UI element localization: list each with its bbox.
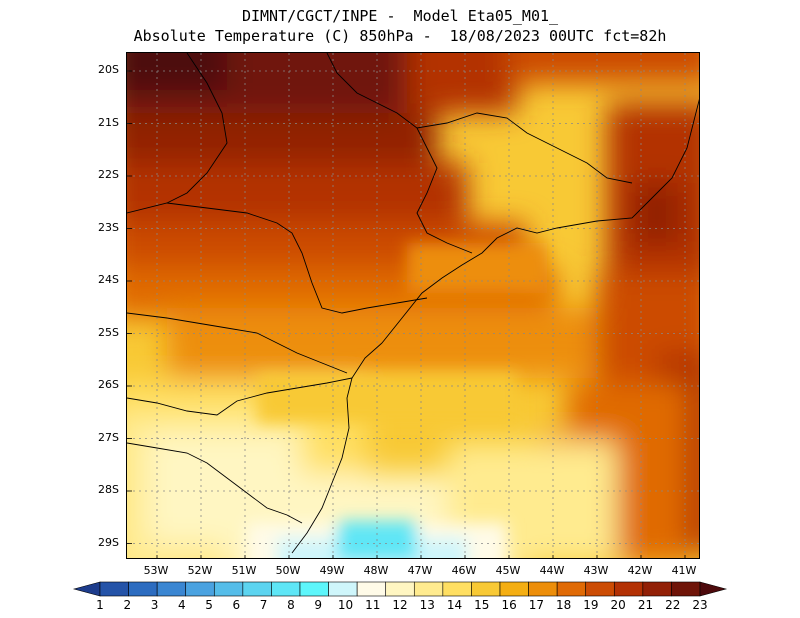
legend-label: 4 xyxy=(177,598,186,612)
color-legend-bar xyxy=(72,581,728,597)
legend-swatch xyxy=(213,581,244,597)
state-border-7 xyxy=(166,53,228,204)
mid-15 xyxy=(257,373,517,423)
legend-label: 5 xyxy=(205,598,213,612)
coast-17 xyxy=(407,243,547,293)
legend-swatch xyxy=(413,581,444,597)
legend-label: 13 xyxy=(419,598,435,612)
legend-label: 23 xyxy=(692,598,708,612)
lon-label-52w: 52W xyxy=(187,564,213,577)
legend-label: 19 xyxy=(583,598,599,612)
east-21 xyxy=(632,183,682,243)
legend-swatch xyxy=(642,581,672,597)
lat-label-29s: 29S xyxy=(98,535,119,549)
lon-label-45w: 45W xyxy=(495,564,521,577)
legend-swatch xyxy=(442,581,472,597)
legend-label: 3 xyxy=(150,598,159,612)
legend-label: 17 xyxy=(528,598,544,612)
legend-label: 7 xyxy=(259,598,268,612)
temperature-map xyxy=(126,52,700,559)
band-19b xyxy=(507,53,699,83)
legend-label: 22 xyxy=(665,598,681,612)
legend-label: 11 xyxy=(365,598,381,612)
legend-swatch xyxy=(528,581,558,597)
lat-label-20s: 20S xyxy=(98,63,119,76)
borders xyxy=(127,53,699,554)
lon-label-50w: 50W xyxy=(275,564,301,577)
lon-label-53w: 53W xyxy=(143,564,169,577)
legend-label: 1 xyxy=(96,598,104,612)
legend-swatch xyxy=(156,581,187,597)
lon-label-42w: 42W xyxy=(627,564,653,577)
legend-label: 10 xyxy=(337,598,354,612)
legend-label: 12 xyxy=(392,598,408,612)
legend-swatch xyxy=(585,581,615,597)
lon-label-48w: 48W xyxy=(363,564,389,577)
legend-swatch xyxy=(471,581,501,597)
lon-label-49w: 49W xyxy=(319,564,345,577)
legend-swatch xyxy=(99,581,129,597)
legend-label: 21 xyxy=(637,598,654,612)
lon-label-43w: 43W xyxy=(583,564,609,577)
lon-label-51w: 51W xyxy=(231,564,257,577)
map-title-line-2: Absolute Temperature (C) 850hPa - 18/08/… xyxy=(133,27,667,45)
lat-label-22s: 22S xyxy=(98,168,119,181)
legend-swatch xyxy=(671,581,701,597)
state-border-3 xyxy=(127,442,303,524)
state-border-2 xyxy=(127,377,353,416)
legend-swatch xyxy=(185,581,215,597)
lat-label-28s: 28S xyxy=(98,483,119,496)
state-border-6 xyxy=(127,312,348,374)
lon-label-44w: 44W xyxy=(539,564,565,577)
legend-swatch xyxy=(356,581,387,597)
legend-swatch xyxy=(299,581,329,597)
legend-swatch xyxy=(271,581,301,597)
lon-label-46w: 46W xyxy=(451,564,477,577)
temperature-field xyxy=(127,53,699,558)
state-border-4 xyxy=(326,53,473,254)
map-title-line-1: DIMNT/CGCT/INPE - Model Eta05_M01_ xyxy=(241,7,559,25)
legend-swatch xyxy=(613,581,644,597)
legend-swatch xyxy=(328,581,358,597)
band-20 xyxy=(407,53,517,113)
gridlines xyxy=(127,53,699,558)
lat-label-24s: 24S xyxy=(98,273,119,286)
legend-swatch xyxy=(499,581,529,597)
legend-swatch xyxy=(242,581,272,597)
legend-label: 6 xyxy=(232,598,241,612)
state-border-5 xyxy=(416,112,633,184)
legend-arrow-low xyxy=(72,581,101,597)
band-23 xyxy=(127,53,227,93)
legend-label: 20 xyxy=(610,598,626,612)
lat-label-23s: 23S xyxy=(98,220,119,234)
coastline xyxy=(291,99,699,554)
legend-label: 16 xyxy=(501,598,517,612)
legend-label: 2 xyxy=(123,598,132,612)
legend-label: 18 xyxy=(555,598,572,612)
lat-label-27s: 27S xyxy=(98,430,119,444)
legend-label: 15 xyxy=(474,598,490,612)
lon-label-41w: 41W xyxy=(671,564,697,577)
legend-swatch xyxy=(385,581,415,597)
legend-arrow-high xyxy=(699,581,728,597)
legend-swatch xyxy=(556,581,587,597)
legend-label: 8 xyxy=(287,598,295,612)
legend-swatch xyxy=(128,581,158,597)
state-border-1 xyxy=(127,202,428,314)
band-19 xyxy=(127,163,467,233)
legend-label: 14 xyxy=(446,598,463,612)
lat-label-21s: 21S xyxy=(98,115,119,129)
lat-label-25s: 25S xyxy=(98,325,119,339)
legend-label: 9 xyxy=(314,598,322,612)
lat-label-26s: 26S xyxy=(98,378,119,391)
lon-label-47w: 47W xyxy=(407,564,433,577)
